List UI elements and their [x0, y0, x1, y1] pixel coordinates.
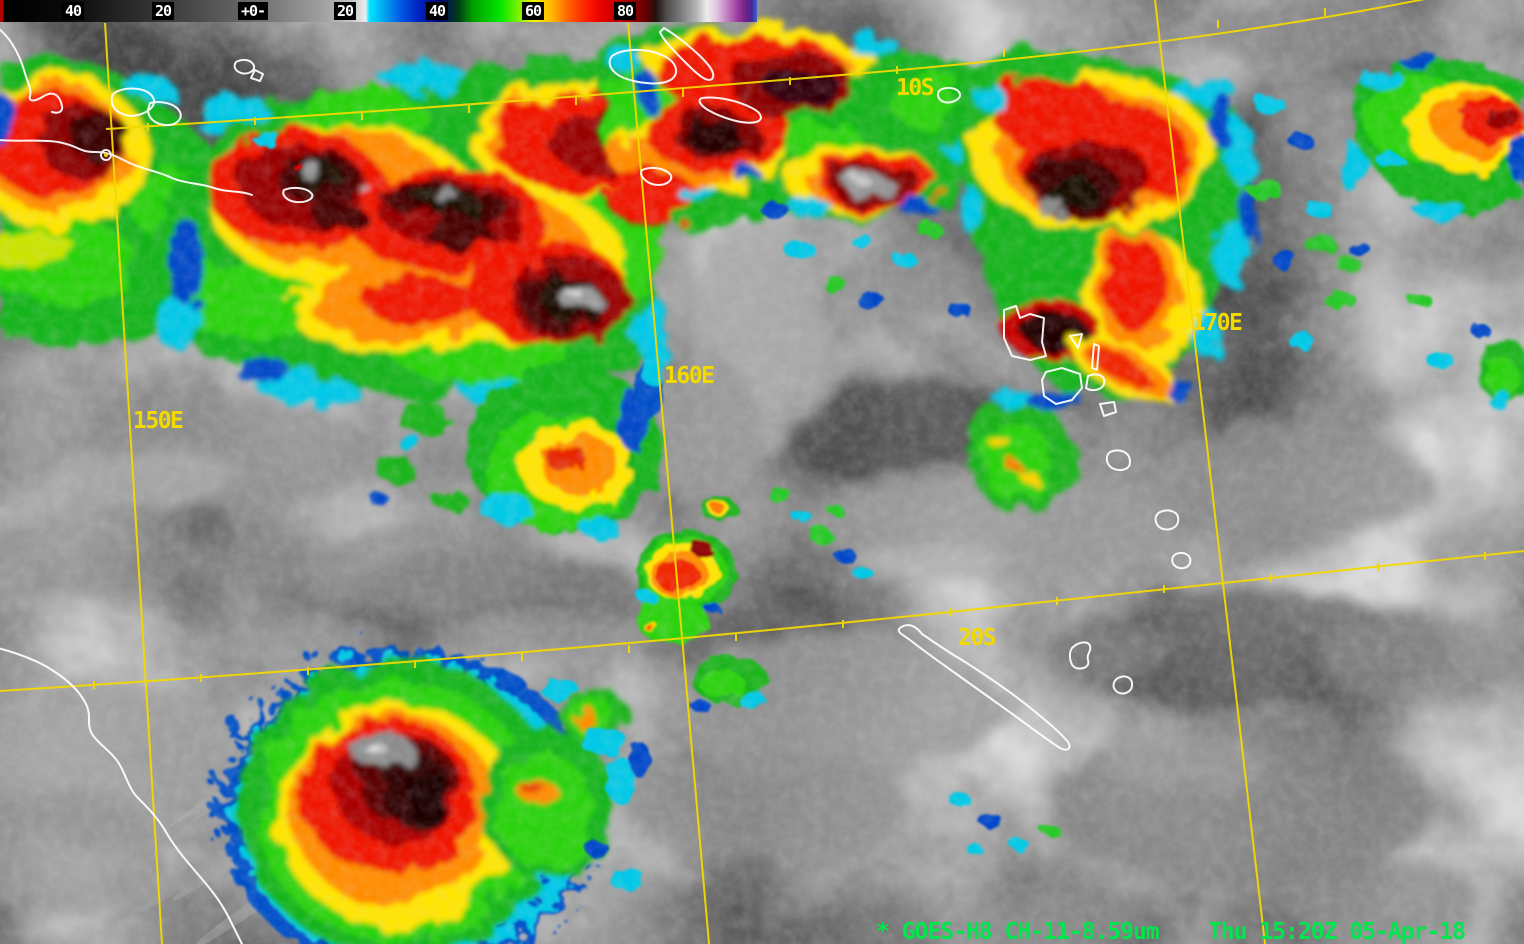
coastline-espiritu-santo [1003, 305, 1047, 361]
grid-label-150e: 150E [133, 408, 183, 434]
coastline-island-east-png [147, 101, 182, 127]
colorbar-tick-label: 40 [425, 2, 449, 20]
annotation-datetime: Thu 15:20Z 05-Apr-18 [1208, 919, 1465, 944]
grid-label-160e: 160E [664, 363, 714, 389]
annotation: * GOES-H8 CH-11-8.59um Thu 15:20Z 05-Apr… [876, 919, 1466, 944]
colorbar-tick-label: 20 [333, 2, 357, 20]
colorbar-tick-label: 40 [61, 2, 85, 20]
coastline-new-caledonia [897, 624, 1071, 751]
coastline-ambrym [1085, 373, 1106, 392]
coastline-aoba [1069, 333, 1083, 349]
coastline-reef-ring [100, 149, 112, 161]
grid-tick-marks [93, 8, 1486, 689]
grid-label-20s: 20S [958, 625, 996, 651]
coastline-islet-b [250, 69, 264, 82]
grid-line-170e [1154, 0, 1266, 944]
colorbar-tick-label: 60 [521, 2, 545, 20]
coastline-choiseul [608, 48, 678, 85]
coastline-dentrecasteaux [110, 87, 156, 117]
coastline-guadalcanal [640, 166, 673, 186]
coastline-malekula [1041, 367, 1083, 405]
grid-label-170e: 170E [1192, 310, 1242, 336]
coastline-png-south [0, 139, 253, 196]
coastline-loyalty-2 [1112, 675, 1134, 695]
coastlines [0, 27, 1192, 944]
coastline-maewo [1091, 343, 1100, 371]
coastline-islet-a [233, 58, 256, 75]
coastline-epi [1099, 401, 1117, 417]
annotation-satellite-channel: * GOES-H8 CH-11-8.59um [876, 919, 1159, 944]
colorbar-tick-label: 20 [151, 2, 175, 20]
colorbar-tick-label: 80 [613, 2, 637, 20]
colorbar-tick-label: +0- [237, 2, 269, 20]
coastline-santa-isabel [698, 96, 762, 124]
coastline-tanna [1171, 552, 1192, 570]
coastline-loyalty-1 [1068, 641, 1092, 670]
grid-label-10s: 10S [896, 75, 934, 101]
grid-line-150e [104, 22, 163, 944]
grid-line-10s [105, 0, 1426, 130]
coastline-erromango [1154, 509, 1180, 531]
grid-line-20s [0, 550, 1524, 692]
coastline-png-north [0, 28, 64, 114]
coastline-trobriand [282, 186, 314, 204]
colorbar: 40 20 +0- 20 40 60 80 [0, 0, 757, 22]
reef-dot [104, 153, 108, 157]
coastline-efate [1105, 449, 1131, 471]
grid-labels: 150E 160E 170E 10S 20S [133, 75, 1244, 651]
coastline-bougainville [659, 27, 715, 81]
coastline-rennell [936, 86, 962, 104]
coastline-australia [0, 647, 244, 944]
